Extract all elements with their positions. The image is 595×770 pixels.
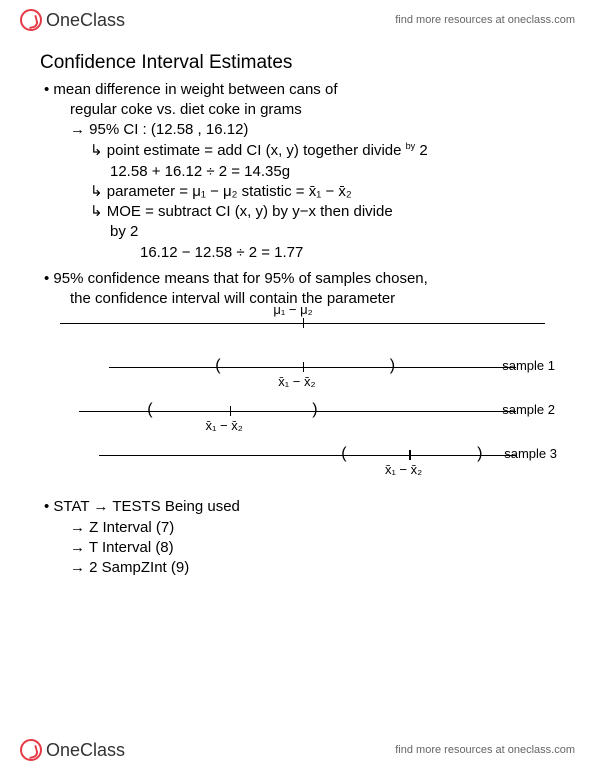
pe-2: 2 xyxy=(419,142,427,159)
moe-calc: 16.12 − 12.58 ÷ 2 = 1.77 xyxy=(140,243,565,263)
s1-paren-l: ( xyxy=(215,355,220,377)
moe-line-1: ↳ MOE = subtract CI (x, y) by y−x then d… xyxy=(90,202,565,222)
s3-label: x̄₁ − x̄₂ xyxy=(385,461,422,479)
s2-paren-r: ) xyxy=(312,399,317,421)
point-estimate-calc: 12.58 + 16.12 ÷ 2 = 14.35g xyxy=(110,162,565,182)
stat-2sampzint: → 2 SampZInt (9) xyxy=(70,558,565,578)
logo: OneClass xyxy=(20,9,125,31)
axis-sample-3: ( ) x̄₁ − x̄₂ sample 3 xyxy=(60,455,545,481)
s3-line xyxy=(99,455,516,456)
page-header: OneClass find more resources at oneclass… xyxy=(0,0,595,40)
s2-tick xyxy=(230,406,232,416)
notes-content: Confidence Interval Estimates • mean dif… xyxy=(0,40,595,578)
bullet-mean-diff-2: regular coke vs. diet coke in grams xyxy=(70,100,565,120)
ci-diagram: μ₁ − μ₂ ( ) x̄₁ − x̄₂ sample 1 ( ) x̄₁ −… xyxy=(60,323,545,481)
oneclass-logo-icon xyxy=(20,739,42,761)
s1-name: sample 1 xyxy=(502,357,555,375)
page-title: Confidence Interval Estimates xyxy=(40,50,565,76)
s1-line xyxy=(109,367,516,368)
s1-tick xyxy=(303,362,305,372)
s2-name: sample 2 xyxy=(502,401,555,419)
s3-tick xyxy=(409,450,411,460)
footer-tagline: find more resources at oneclass.com xyxy=(395,744,575,756)
point-estimate-1: ↳ point estimate = add CI (x, y) togethe… xyxy=(90,140,565,161)
stat-head: • STAT → TESTS Being used xyxy=(44,497,565,517)
s3-name: sample 3 xyxy=(504,445,557,463)
axis-main-label: μ₁ − μ₂ xyxy=(273,301,312,319)
confidence-line-2: the confidence interval will contain the… xyxy=(70,289,565,309)
s2-line xyxy=(79,411,516,412)
moe-line-2: by 2 xyxy=(110,222,565,242)
header-tagline: find more resources at oneclass.com xyxy=(395,14,575,26)
pe-text: ↳ point estimate = add CI (x, y) togethe… xyxy=(90,142,401,159)
confidence-line-1: • 95% confidence means that for 95% of s… xyxy=(44,269,565,289)
stat-t-interval: → T Interval (8) xyxy=(70,538,565,558)
axis-sample-2: ( ) x̄₁ − x̄₂ sample 2 xyxy=(60,411,545,437)
axis-main: μ₁ − μ₂ xyxy=(60,323,545,349)
axis-main-tick xyxy=(303,318,305,328)
s2-paren-l: ( xyxy=(147,399,152,421)
ci-value: → 95% CI : (12.58 , 16.12) xyxy=(70,120,565,140)
page-footer: OneClass find more resources at oneclass… xyxy=(0,730,595,770)
oneclass-logo-icon xyxy=(20,9,42,31)
bullet-mean-diff-1: • mean difference in weight between cans… xyxy=(44,80,565,100)
footer-logo-text: OneClass xyxy=(46,740,125,761)
logo-text: OneClass xyxy=(46,10,125,31)
pe-by: by xyxy=(406,141,416,151)
stat-z-interval: → Z Interval (7) xyxy=(70,518,565,538)
footer-logo: OneClass xyxy=(20,739,125,761)
s3-paren-r: ) xyxy=(477,443,482,465)
s1-paren-r: ) xyxy=(390,355,395,377)
s3-paren-l: ( xyxy=(341,443,346,465)
parameter-line: ↳ parameter = μ₁ − μ₂ statistic = x̄₁ − … xyxy=(90,182,565,202)
s1-label: x̄₁ − x̄₂ xyxy=(278,373,315,391)
s2-label: x̄₁ − x̄₂ xyxy=(206,417,243,435)
stat-section: • STAT → TESTS Being used → Z Interval (… xyxy=(40,497,565,578)
axis-sample-1: ( ) x̄₁ − x̄₂ sample 1 xyxy=(60,367,545,393)
